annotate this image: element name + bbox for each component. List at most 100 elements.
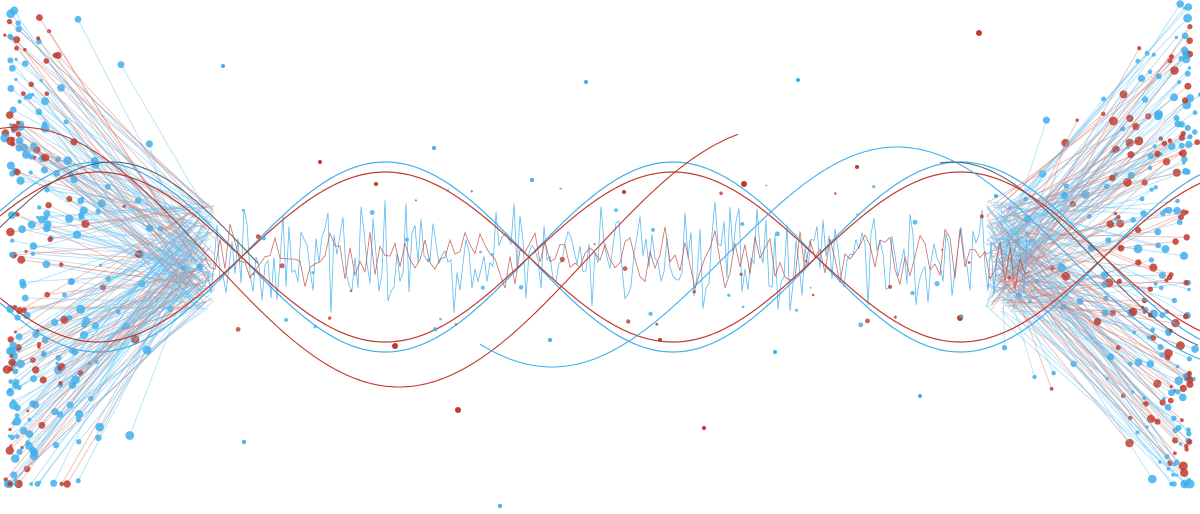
cluster-dot — [80, 196, 85, 200]
scatter-dot — [261, 236, 267, 241]
cluster-dot — [52, 441, 60, 449]
cluster-line — [1009, 280, 1120, 303]
cluster-dot — [1032, 374, 1037, 380]
cluster-dot — [19, 282, 27, 289]
scatter-dot — [651, 227, 655, 232]
noise-signal-line — [204, 200, 1031, 313]
cluster-dot — [54, 51, 62, 60]
cluster-dot — [28, 170, 33, 175]
scatter-dot — [255, 234, 261, 240]
cluster-dot — [1176, 341, 1185, 350]
cluster-line — [10, 13, 211, 263]
scatter-dot — [979, 214, 984, 219]
cluster-dot — [28, 81, 34, 88]
cluster-dot — [1178, 151, 1183, 156]
cluster-dot — [25, 430, 34, 438]
cluster-dot — [81, 321, 88, 328]
cluster-dot — [29, 242, 38, 250]
scatter-dot — [967, 261, 971, 264]
cluster-line — [1008, 233, 1187, 238]
cluster-dot — [71, 375, 80, 385]
cluster-line — [1007, 117, 1177, 270]
cluster-line — [987, 208, 1186, 377]
cluster-dot — [15, 212, 20, 217]
cluster-line — [37, 38, 190, 266]
cluster-line — [985, 204, 1112, 358]
cluster-dot — [11, 136, 15, 141]
sine-wave-strands — [0, 126, 1200, 388]
cluster-dot — [1171, 297, 1178, 304]
cluster-dot — [142, 345, 152, 355]
cluster-dot — [1042, 116, 1050, 124]
scatter-dot — [959, 314, 964, 319]
scatter-dot — [279, 263, 285, 269]
scatter-dot — [480, 285, 485, 290]
cluster-line — [95, 164, 191, 238]
cluster-dot — [1174, 35, 1179, 40]
scatter-dot — [773, 350, 777, 354]
cluster-line — [54, 231, 212, 323]
scatter-dot — [910, 290, 915, 296]
cluster-dot — [70, 138, 78, 146]
scatter-dot — [855, 165, 859, 169]
cluster-dot — [27, 417, 32, 422]
scatter-dot — [374, 182, 378, 186]
cluster-line — [1012, 306, 1179, 382]
cluster-dot — [8, 358, 16, 367]
cluster-line — [9, 280, 193, 430]
cluster-dot — [1105, 237, 1112, 244]
cluster-line — [1009, 124, 1183, 279]
cluster-dot — [1182, 373, 1188, 379]
cluster-dot — [1184, 443, 1189, 449]
cluster-dot — [1171, 473, 1175, 477]
cluster-line — [11, 271, 201, 363]
cluster-dot — [1173, 206, 1181, 215]
cluster-line — [1006, 298, 1185, 474]
scatter-dot — [740, 222, 745, 226]
cluster-dot — [1131, 390, 1135, 394]
scatter-dot — [741, 305, 745, 309]
cluster-dot — [1183, 13, 1192, 23]
cluster-dot — [8, 366, 14, 372]
scatter-dot — [479, 250, 482, 254]
cluster-dot — [38, 421, 46, 429]
cluster-line — [997, 118, 1131, 285]
cluster-dot — [1172, 427, 1179, 434]
scatter-dot — [433, 327, 438, 332]
cluster-dot — [196, 263, 204, 270]
cluster-dot — [1186, 356, 1192, 362]
cluster-dot — [1147, 69, 1153, 74]
cluster-dot — [117, 61, 125, 69]
cluster-dot — [29, 482, 34, 486]
scatter-dot — [432, 146, 436, 150]
scatter-dot — [318, 160, 322, 164]
scatter-dot — [241, 208, 245, 212]
cluster-dot — [1109, 174, 1116, 182]
cluster-line — [987, 224, 1031, 302]
cluster-dot — [181, 266, 186, 270]
scatter-dot — [455, 407, 461, 413]
cluster-dot — [1161, 245, 1170, 253]
cluster-line — [37, 288, 187, 485]
scatter-dot — [447, 188, 450, 191]
cluster-line — [24, 49, 215, 255]
cluster-line — [12, 227, 191, 346]
cluster-dot — [1184, 210, 1189, 215]
cluster-dot — [1161, 140, 1168, 147]
cluster-line — [32, 231, 201, 404]
scatter-dot — [548, 338, 552, 342]
cluster-dot — [1183, 234, 1190, 241]
scatter-dot — [454, 323, 458, 326]
cluster-dot — [1173, 459, 1180, 466]
cluster-dot — [67, 315, 73, 321]
cluster-line — [17, 122, 202, 298]
cluster-dot — [42, 224, 51, 233]
scatter-dot — [795, 308, 799, 312]
cluster-dot — [7, 57, 14, 64]
cluster-dot — [37, 205, 42, 210]
cluster-dot — [15, 333, 23, 341]
cluster-line — [60, 287, 187, 384]
cluster-dot — [1153, 185, 1159, 190]
cluster-dot — [1184, 70, 1191, 77]
cluster-dot — [1164, 403, 1172, 411]
